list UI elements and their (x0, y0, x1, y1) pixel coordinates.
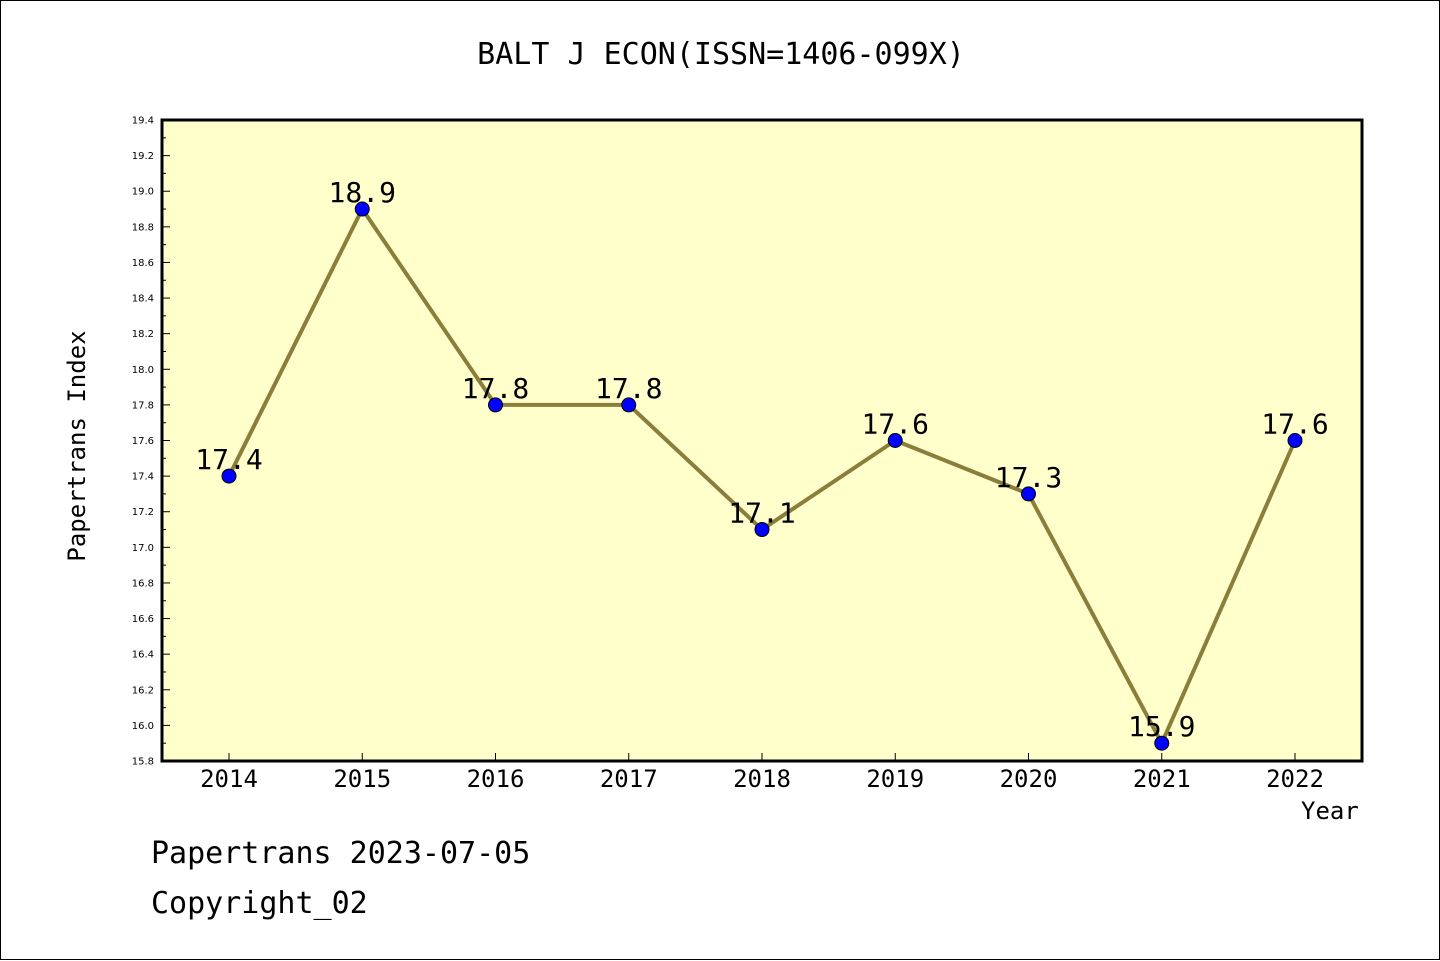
x-tick-label: 2014 (200, 765, 258, 793)
data-point (887, 433, 903, 448)
y-tick-label: 16.2 (132, 685, 154, 696)
y-tick-label: 19.4 (132, 116, 154, 127)
y-tick-label: 16.0 (132, 721, 154, 732)
y-tick-label: 17.4 (132, 472, 154, 483)
x-tick-label: 2019 (866, 765, 924, 793)
y-tick-label: 18.8 (132, 222, 154, 233)
x-tick-label: 2017 (600, 765, 658, 793)
x-axis-label: Year (1301, 797, 1359, 825)
data-point (754, 522, 770, 538)
y-tick-label: 15.8 (132, 757, 154, 768)
data-label: 17.1 (728, 497, 795, 530)
data-label: 17.3 (995, 461, 1062, 494)
data-point (354, 201, 370, 217)
data-point (1154, 735, 1170, 751)
y-tick-label: 18.6 (132, 258, 154, 269)
plot-area (162, 120, 1362, 761)
y-tick-label: 18.2 (132, 329, 154, 340)
x-tick-label: 2018 (733, 765, 791, 793)
data-point (1021, 486, 1036, 502)
data-label: 17.6 (1261, 408, 1328, 441)
y-tick-label: 16.8 (132, 578, 154, 589)
y-tick-label: 16.4 (132, 650, 154, 661)
chart-title: BALT J ECON(ISSN=1406-099X) (477, 37, 965, 72)
data-label: 17.8 (462, 372, 529, 405)
x-tick-label: 2020 (1000, 765, 1058, 793)
data-point (1287, 433, 1303, 448)
y-tick-label: 17.8 (132, 400, 154, 411)
x-tick-label: 2022 (1266, 765, 1324, 793)
y-tick-label: 18.0 (132, 365, 154, 376)
y-tick-label: 17.6 (132, 436, 154, 447)
data-label: 18.9 (329, 176, 396, 209)
footer-date: Papertrans 2023-07-05 (151, 836, 531, 871)
data-label: 17.6 (862, 408, 929, 441)
data-label: 15.9 (1128, 710, 1195, 743)
footer-copyright: Copyright_02 (151, 886, 368, 921)
y-tick-label: 16.6 (132, 614, 154, 625)
x-tick-label: 2015 (333, 765, 391, 793)
data-point (621, 397, 637, 413)
y-tick-label: 17.2 (132, 507, 154, 518)
x-tick-label: 2016 (467, 765, 525, 793)
plot-border (160, 118, 1364, 763)
y-axis-label: Papertrans Index (63, 330, 91, 562)
y-tick-label: 19.2 (132, 151, 154, 162)
data-label: 17.4 (195, 443, 262, 476)
y-tick-label: 18.4 (132, 294, 154, 305)
data-point (488, 397, 503, 413)
y-tick-label: 17.0 (132, 543, 154, 554)
data-point (221, 468, 237, 484)
y-tick-label: 19.0 (132, 187, 154, 198)
data-label: 17.8 (595, 372, 662, 405)
x-tick-label: 2021 (1133, 765, 1191, 793)
